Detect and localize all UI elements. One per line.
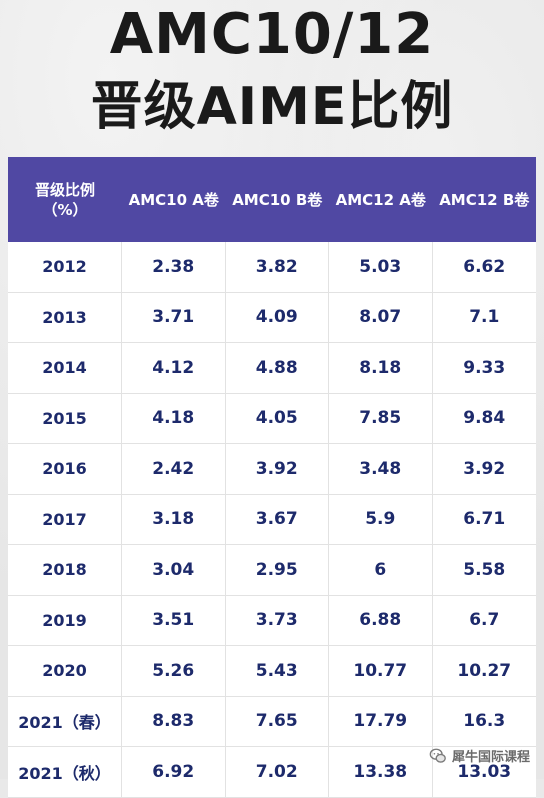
row-year-cell: 2019: [8, 595, 122, 645]
row-value-cell: 5.43: [226, 646, 329, 696]
table-row: 2021（秋） 6.92 7.02 13.38 13.03: [8, 747, 536, 798]
row-value-cell: 2.38: [122, 242, 226, 292]
row-year-cell: 2013: [8, 292, 122, 342]
row-value-cell: 17.79: [329, 696, 433, 746]
table-row: 2013 3.71 4.09 8.07 7.1: [8, 292, 536, 343]
row-value-cell: 6.88: [329, 595, 433, 645]
row-value-cell: 6.62: [463, 256, 506, 277]
row-value-cell: 6.71: [463, 509, 506, 530]
table-row: 2016 2.42 3.92 3.48 3.92: [8, 444, 536, 495]
row-value-cell: 3.92: [226, 444, 329, 494]
table-row: 2014 4.12 4.88 8.18 9.33: [8, 343, 536, 394]
row-value-cell: 5.58: [463, 559, 506, 580]
row-value-cell: 13.03: [457, 761, 512, 782]
row-year-cell: 2017: [8, 494, 122, 544]
row-value-cell: 4.88: [226, 343, 329, 393]
row-value-cell: 7.02: [226, 747, 329, 797]
header-amc12b: AMC12 B卷: [439, 191, 530, 209]
row-value-cell: 8.18: [329, 343, 433, 393]
row-value-cell: 9.84: [463, 408, 506, 429]
table-row: 2020 5.26 5.43 10.77 10.27: [8, 646, 536, 697]
row-value-cell: 4.12: [122, 343, 226, 393]
row-value-cell: 3.82: [226, 242, 329, 292]
row-value-cell: 7.85: [329, 393, 433, 443]
row-value-cell: 5.03: [329, 242, 433, 292]
row-value-cell: 3.51: [122, 595, 226, 645]
row-value-cell: 8.07: [329, 292, 433, 342]
row-value-cell: 3.04: [122, 545, 226, 595]
title-line-2: 晋级AIME比例: [90, 77, 454, 137]
row-year-cell: 2021（秋）: [8, 747, 122, 797]
row-value-cell: 10.27: [457, 660, 512, 681]
row-value-cell: 8.83: [122, 696, 226, 746]
table-row: 2015 4.18 4.05 7.85 9.84: [8, 393, 536, 444]
table-row: 2021（春） 8.83 7.65 17.79 16.3: [8, 696, 536, 747]
row-year-cell: 2021（春）: [8, 696, 122, 746]
header-ratio-label-line2: （%）: [42, 200, 88, 219]
row-value-cell: 9.33: [463, 357, 506, 378]
row-value-cell: 3.67: [226, 494, 329, 544]
table-row: 2019 3.51 3.73 6.88 6.7: [8, 595, 536, 646]
row-value-cell: 13.38: [329, 747, 433, 797]
chat-bubble-icon: [429, 748, 446, 763]
row-value-cell: 3.18: [122, 494, 226, 544]
row-value-cell: 7.65: [226, 696, 329, 746]
row-year-cell: 2016: [8, 444, 122, 494]
header-ratio-label: 晋级比例 （%）: [8, 157, 122, 242]
row-value-cell: 4.09: [226, 292, 329, 342]
table-row: 2017 3.18 3.67 5.9 6.71: [8, 494, 536, 545]
row-value-cell: 5.26: [122, 646, 226, 696]
watermark-text: 犀牛国际课程: [451, 750, 530, 765]
header-amc10b: AMC10 B卷: [232, 191, 323, 209]
row-year-cell: 2020: [8, 646, 122, 696]
row-value-cell: 3.92: [463, 458, 506, 479]
title-line-1: AMC10/12: [109, 2, 435, 67]
header-ratio-label-line1: 晋级比例: [34, 180, 95, 199]
header-amc10a: AMC10 A卷: [128, 191, 219, 209]
row-value-cell: 6: [329, 545, 433, 595]
row-value-cell: 10.77: [329, 646, 433, 696]
table-row: 2012 2.38 3.82 5.03 6.62: [8, 242, 536, 293]
row-year-cell: 2015: [8, 393, 122, 443]
watermark: 犀牛国际课程: [429, 746, 530, 765]
row-value-cell: 3.71: [122, 292, 226, 342]
row-value-cell: 16.3: [463, 711, 506, 732]
row-value-cell: 3.48: [329, 444, 433, 494]
row-value-cell: 7.1: [469, 307, 500, 328]
row-year-cell: 2018: [8, 545, 122, 595]
row-value-cell: 4.05: [226, 393, 329, 443]
row-value-cell: 2.95: [226, 545, 329, 595]
row-value-cell: 5.9: [329, 494, 433, 544]
table-header: 晋级比例 （%） AMC10 A卷 AMC10 B卷 AMC12 A卷 AMC1…: [8, 157, 536, 242]
row-value-cell: 6.92: [122, 747, 226, 797]
header-amc12a: AMC12 A卷: [335, 191, 426, 209]
row-year-cell: 2012: [8, 242, 122, 292]
row-value-cell: 3.73: [226, 595, 329, 645]
row-value-cell: 4.18: [122, 393, 226, 443]
table-row: 2018 3.04 2.95 6 5.58: [8, 545, 536, 596]
aime-ratio-table: 晋级比例 （%） AMC10 A卷 AMC10 B卷 AMC12 A卷 AMC1…: [8, 157, 536, 798]
row-value-cell: 6.7: [469, 610, 500, 631]
row-value-cell: 2.42: [122, 444, 226, 494]
row-year-cell: 2014: [8, 343, 122, 393]
